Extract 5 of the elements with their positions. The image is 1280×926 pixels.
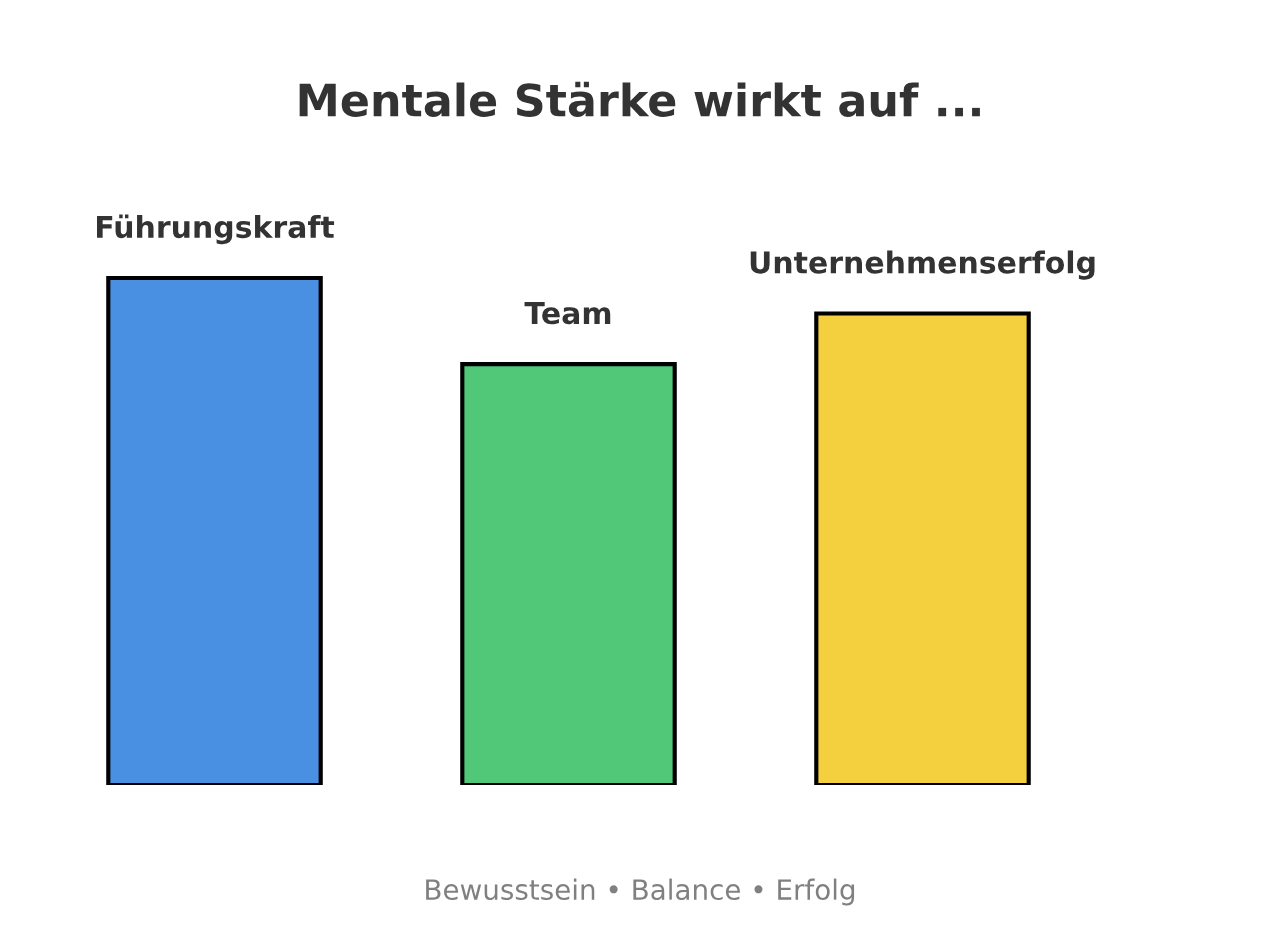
text: Bewusstsein • Balance • Erfolg [426, 878, 855, 906]
x-tick-label: Unternehmenserfolg [750, 250, 1095, 280]
x-tick-label: Team [524, 302, 611, 325]
x-tick-label: Führungskraft [97, 214, 335, 245]
chart-title: Mentale Stärke wirkt auf ... [299, 81, 980, 117]
